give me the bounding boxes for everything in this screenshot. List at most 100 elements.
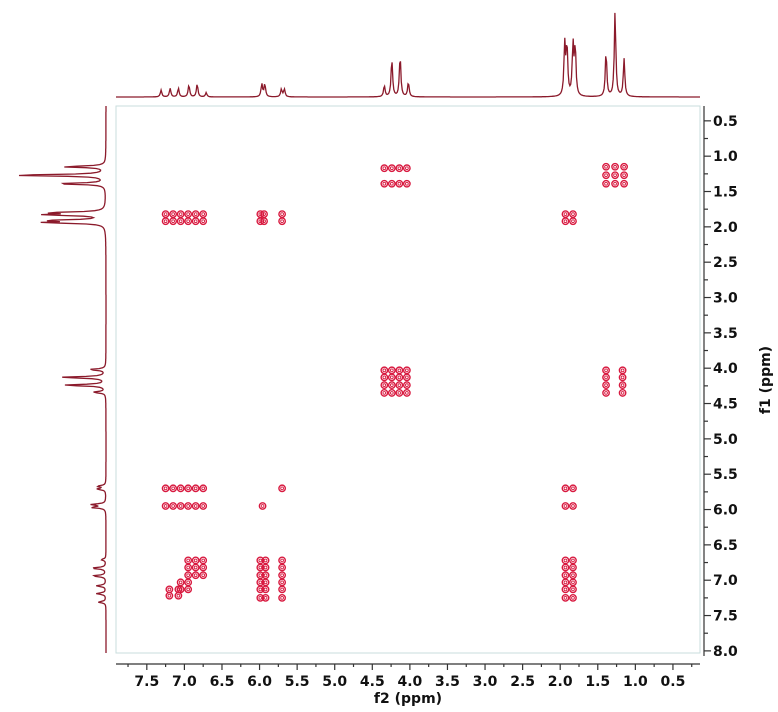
cross-peak: [278, 585, 287, 594]
cross-peak-inner-contour: [389, 375, 394, 380]
x-tick-label: 1.5: [585, 674, 610, 690]
cross-peak: [176, 502, 185, 510]
y-tick-label: 3.0: [713, 291, 738, 307]
cross-peak: [199, 571, 208, 580]
cross-peak-inner-contour: [405, 368, 409, 373]
cross-peak-inner-contour: [178, 580, 183, 585]
cross-peak: [402, 179, 411, 188]
cross-peak: [611, 179, 619, 188]
cross-peak: [620, 171, 628, 180]
cross-peak-inner-contour: [193, 212, 198, 216]
y-axis-title: f1 (ppm): [758, 346, 774, 414]
cross-peak-inner-contour: [280, 580, 284, 585]
cross-peak-inner-contour: [563, 558, 568, 563]
cross-peak: [395, 381, 404, 390]
cross-peak: [161, 217, 170, 226]
cross-peak-inner-contour: [280, 565, 284, 570]
cross-peak: [184, 585, 193, 594]
cross-peak: [569, 563, 577, 572]
cross-peak-inner-contour: [604, 375, 608, 380]
cross-peak: [569, 593, 577, 602]
cross-peak-inner-contour: [613, 164, 617, 169]
cross-peak-inner-contour: [397, 375, 402, 380]
cross-peak-inner-contour: [563, 504, 568, 508]
cross-peak-inner-contour: [563, 565, 568, 570]
cross-peak-inner-contour: [280, 596, 284, 600]
cross-peak: [261, 593, 270, 602]
cross-peak-inner-contour: [186, 565, 191, 570]
cross-peak: [611, 171, 619, 180]
cross-peak-inner-contour: [563, 573, 568, 578]
cross-peak-inner-contour: [405, 181, 409, 186]
cross-peak-inner-contour: [622, 181, 626, 186]
cross-peak-inner-contour: [563, 587, 568, 592]
cross-peak: [278, 217, 287, 226]
cross-peak-inner-contour: [163, 219, 168, 224]
cross-peak: [261, 585, 270, 594]
cross-peak: [620, 162, 628, 171]
y-tick-label: 8.0: [713, 644, 738, 660]
cross-peak: [618, 389, 627, 397]
cross-peak: [260, 217, 268, 226]
cross-peak-inner-contour: [563, 596, 568, 600]
cross-peak: [561, 585, 570, 594]
y-tick-label: 7.5: [713, 609, 738, 625]
cross-peak: [380, 164, 389, 173]
cross-peak-inner-contour: [171, 219, 175, 224]
x-tick-label: 1.0: [623, 674, 648, 690]
cross-peak: [161, 502, 170, 510]
cross-peak: [402, 389, 411, 397]
cross-peak: [569, 217, 577, 226]
cross-peak: [191, 502, 200, 510]
cross-peak-inner-contour: [186, 573, 191, 578]
cross-peak: [380, 381, 389, 390]
cross-peak: [602, 162, 610, 171]
cross-peak: [261, 563, 270, 572]
cross-peak-inner-contour: [620, 375, 625, 380]
cross-peak-inner-contour: [604, 173, 608, 178]
cross-peak: [256, 593, 265, 602]
cross-peak: [602, 373, 610, 382]
cross-peak: [184, 502, 193, 510]
x-tick-label: 7.5: [134, 674, 159, 690]
y-axis: 0.5 1.0 1.5 2.0 2.5 3.0 3.5 4.0 4.5 5.0 5.5 6.0 6.5 7…: [703, 106, 738, 660]
cross-peak-inner-contour: [571, 504, 575, 508]
cross-peak: [602, 389, 610, 397]
cross-peak-inner-contour: [201, 565, 206, 570]
y-tick-label: 5.5: [713, 467, 738, 483]
cross-peak: [569, 484, 577, 493]
cross-peak-inner-contour: [178, 212, 183, 216]
cross-peak: [380, 179, 389, 188]
cross-peak: [402, 373, 411, 382]
cross-peak-inner-contour: [176, 587, 181, 592]
cross-peak-inner-contour: [571, 219, 575, 224]
cross-peak-inner-contour: [613, 181, 617, 186]
cross-peak-inner-contour: [171, 504, 175, 508]
cross-peak-inner-contour: [405, 375, 409, 380]
cross-peak: [618, 381, 627, 390]
plot-frame: [115, 105, 701, 654]
cross-peak: [191, 484, 200, 493]
cross-peak: [184, 217, 193, 226]
cross-peak: [380, 389, 389, 397]
cross-peak-inner-contour: [563, 212, 568, 216]
y-tick-label: 2.5: [713, 255, 738, 271]
cross-peak: [561, 593, 570, 602]
cross-peak-inner-contour: [193, 219, 198, 224]
cross-peak: [278, 563, 287, 572]
cross-peak: [184, 484, 193, 493]
cross-peak: [256, 563, 265, 572]
y-tick-label: 3.5: [713, 326, 738, 342]
cross-peak-inner-contour: [201, 486, 206, 491]
cross-peak-inner-contour: [193, 558, 198, 563]
cross-peak-inner-contour: [193, 565, 198, 570]
cross-peak-inner-contour: [280, 486, 284, 491]
cross-peak: [174, 591, 183, 600]
cross-peak-inner-contour: [193, 486, 198, 491]
cross-peak-inner-contour: [176, 593, 181, 598]
cross-peak-inner-contour: [563, 486, 568, 491]
cross-peak-inner-contour: [397, 181, 402, 186]
x-tick-label: 5.5: [285, 674, 310, 690]
cross-peak-inner-contour: [178, 219, 183, 224]
cross-peak-inner-contour: [262, 212, 266, 216]
